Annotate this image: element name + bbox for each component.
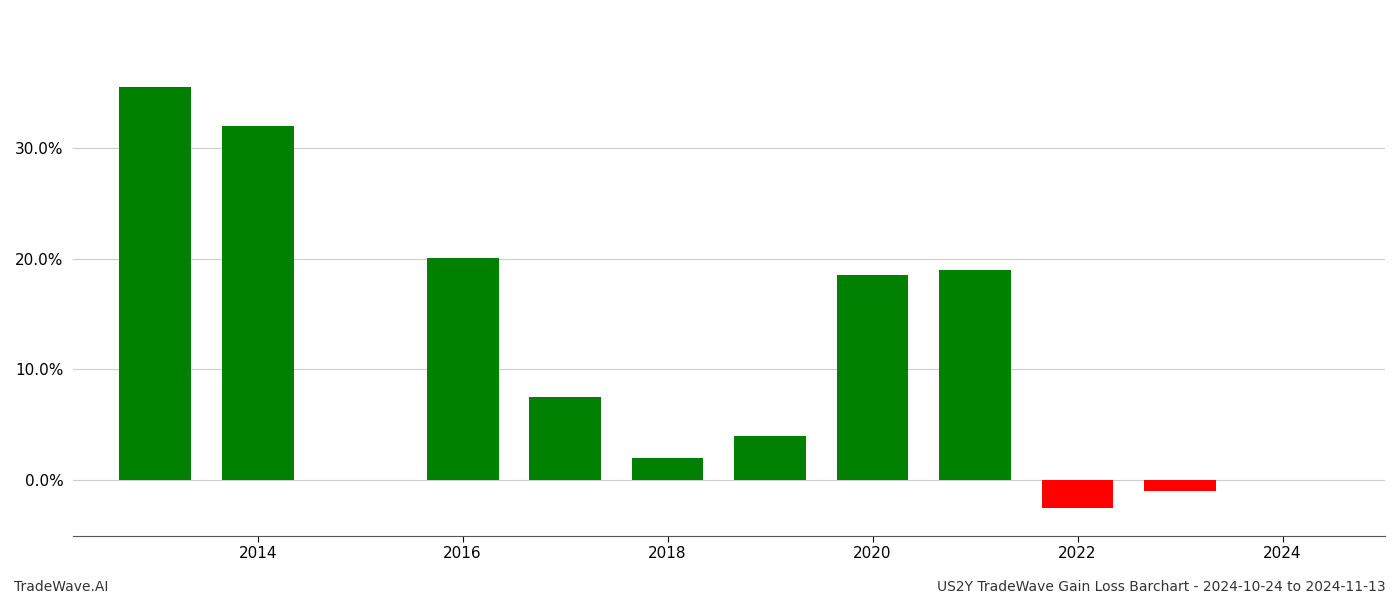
Bar [427, 257, 498, 480]
Bar [631, 458, 703, 480]
Bar [734, 436, 806, 480]
Text: TradeWave.AI: TradeWave.AI [14, 580, 108, 594]
Bar [1144, 480, 1217, 491]
Bar [837, 275, 909, 480]
Bar [939, 270, 1011, 480]
Bar [221, 126, 294, 480]
Bar [1042, 480, 1113, 508]
Bar [119, 87, 190, 480]
Text: US2Y TradeWave Gain Loss Barchart - 2024-10-24 to 2024-11-13: US2Y TradeWave Gain Loss Barchart - 2024… [938, 580, 1386, 594]
Bar [529, 397, 601, 480]
